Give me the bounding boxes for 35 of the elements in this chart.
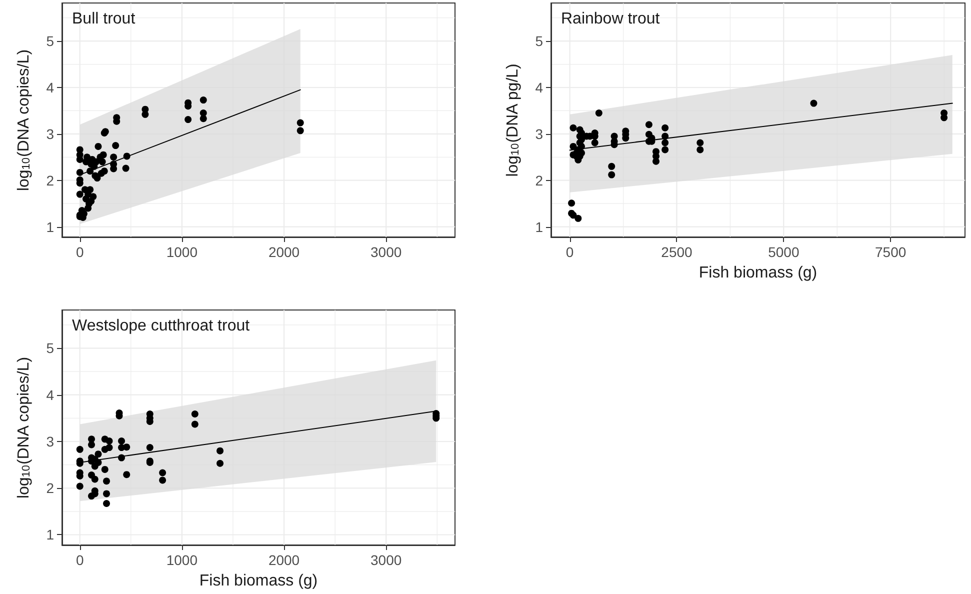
y-tick-label: 4 [46,386,54,403]
text: Bull trout [72,10,136,28]
y-tick-label: 2 [535,172,544,188]
x-tick-label: 1000 [166,552,198,568]
x-tick-label: 3000 [370,244,402,260]
x-axis-title: Fish biomass (g) [199,572,318,590]
x-tick-label: 7500 [875,244,906,260]
x-tick-label: 0 [566,244,574,260]
y-tick-label: 3 [535,126,544,142]
x-axis-title: Fish biomass (g) [698,264,818,282]
y-tick-label: 4 [46,80,54,96]
y-tick-label: 3 [46,433,54,450]
y-tick-label: 3 [46,126,54,142]
y-tick-label: 1 [46,526,54,543]
x-tick-label: 0 [76,552,84,568]
y-tick-label: 5 [46,33,54,50]
x-tick-label: 2000 [268,552,300,568]
y-tick-label: 4 [535,80,544,96]
y-tick-label: 5 [535,33,544,50]
text: Rainbow trout [561,10,660,28]
x-tick-label: 2500 [661,244,693,260]
y-tick-label: 5 [46,340,54,356]
x-tick-label: 2000 [268,244,300,260]
x-tick-label: 0 [76,244,84,260]
chart-title: Westslope cutthroat trout [72,318,250,334]
y-tick-label: 2 [46,480,54,496]
y-axis-title: log10(DNA copies/L) [16,49,32,192]
y-axis-title: log10(DNA copies/L) [16,356,32,499]
y-tick-label: 1 [535,218,544,235]
y-tick-label: 1 [46,218,54,235]
y-tick-label: 2 [46,172,54,188]
x-tick-label: 3000 [370,552,402,568]
y-axis-title: log10(DNA pg/L) [504,64,522,177]
x-tick-label: 1000 [166,244,198,260]
x-tick-label: 5000 [768,244,800,260]
